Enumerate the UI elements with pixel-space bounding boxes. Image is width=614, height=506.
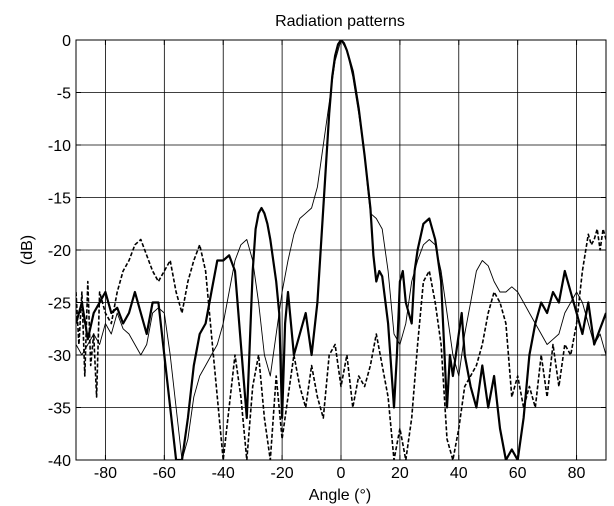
- x-tick-label: 0: [337, 465, 346, 482]
- x-axis-title: Angle (°): [309, 487, 371, 504]
- y-axis-title: (dB): [19, 235, 36, 265]
- x-tick-label: 20: [391, 465, 409, 482]
- y-tick-label: -25: [48, 296, 71, 313]
- y-tick-label: -5: [57, 86, 71, 103]
- series-line-2-thin-solid: [76, 40, 606, 460]
- y-tick-label: -15: [48, 191, 71, 208]
- series-layer: [76, 40, 606, 460]
- x-tick-label: 80: [568, 465, 586, 482]
- x-tick-label: -60: [153, 465, 176, 482]
- y-tick-label: -30: [48, 348, 71, 365]
- y-tick-labels: 0 -5 -10 -15 -20 -25 -30 -35 -40: [48, 33, 71, 470]
- x-tick-label: 40: [450, 465, 468, 482]
- series-line-3-dashed: [76, 228, 606, 460]
- y-tick-label: -40: [48, 453, 71, 470]
- series-line-1-thick-solid: [76, 40, 606, 460]
- chart-title: Radiation patterns: [275, 13, 405, 30]
- x-tick-label: -40: [212, 465, 235, 482]
- y-tick-label: 0: [62, 33, 71, 50]
- x-tick-label: 60: [509, 465, 527, 482]
- y-tick-label: -35: [48, 401, 71, 418]
- y-tick-label: -10: [48, 138, 71, 155]
- y-tick-label: -20: [48, 243, 71, 260]
- x-tick-label: -80: [94, 465, 117, 482]
- x-tick-label: -20: [271, 465, 294, 482]
- ticks: [76, 39, 606, 461]
- x-tick-labels: -80 -60 -40 -20 0 20 40 60 80: [94, 465, 586, 482]
